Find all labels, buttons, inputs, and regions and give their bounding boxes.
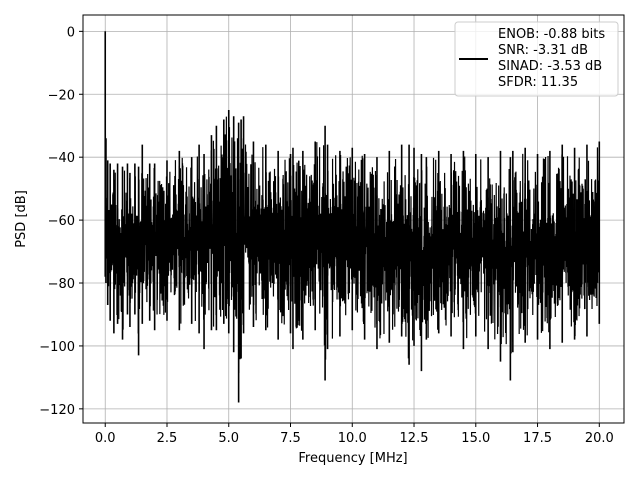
y-axis-ticks: 0 −20 −40 −60 −80 −100 −120	[39, 25, 83, 418]
legend-line: SNR: -3.31 dB	[498, 43, 588, 58]
plot-frame	[82, 14, 625, 424]
x-tick-label: 20.0	[585, 431, 614, 446]
x-tick-label: 0.0	[95, 431, 116, 446]
x-tick-label: 7.5	[280, 431, 301, 446]
x-axis-ticks: 0.0 2.5 5.0 7.5 10.0 12.5 15.0 17.5 20.0	[95, 423, 614, 446]
legend-box	[454, 21, 619, 97]
y-tick-label: −120	[39, 403, 75, 418]
y-axis-label: PSD [dB]	[14, 190, 29, 248]
y-tick-label: −80	[48, 277, 75, 292]
x-tick-label: 17.5	[523, 431, 552, 446]
x-tick-label: 5.0	[218, 431, 239, 446]
psd-trace	[104, 31, 601, 403]
x-axis-label: Frequency [MHz]	[298, 451, 407, 466]
y-tick-label: −40	[48, 151, 75, 166]
x-tick-label: 12.5	[400, 431, 429, 446]
x-tick-label: 10.0	[338, 431, 367, 446]
y-tick-label: −100	[39, 340, 75, 355]
y-tick-label: 0	[67, 25, 75, 40]
x-tick-label: 15.0	[461, 431, 490, 446]
y-tick-label: −20	[48, 88, 75, 103]
legend-line: ENOB: -0.88 bits	[498, 27, 605, 42]
legend-line: SINAD: -3.53 dB	[498, 59, 602, 74]
legend-line: SFDR: 11.35	[498, 75, 578, 90]
x-tick-label: 2.5	[157, 431, 178, 446]
y-tick-label: −60	[48, 214, 75, 229]
